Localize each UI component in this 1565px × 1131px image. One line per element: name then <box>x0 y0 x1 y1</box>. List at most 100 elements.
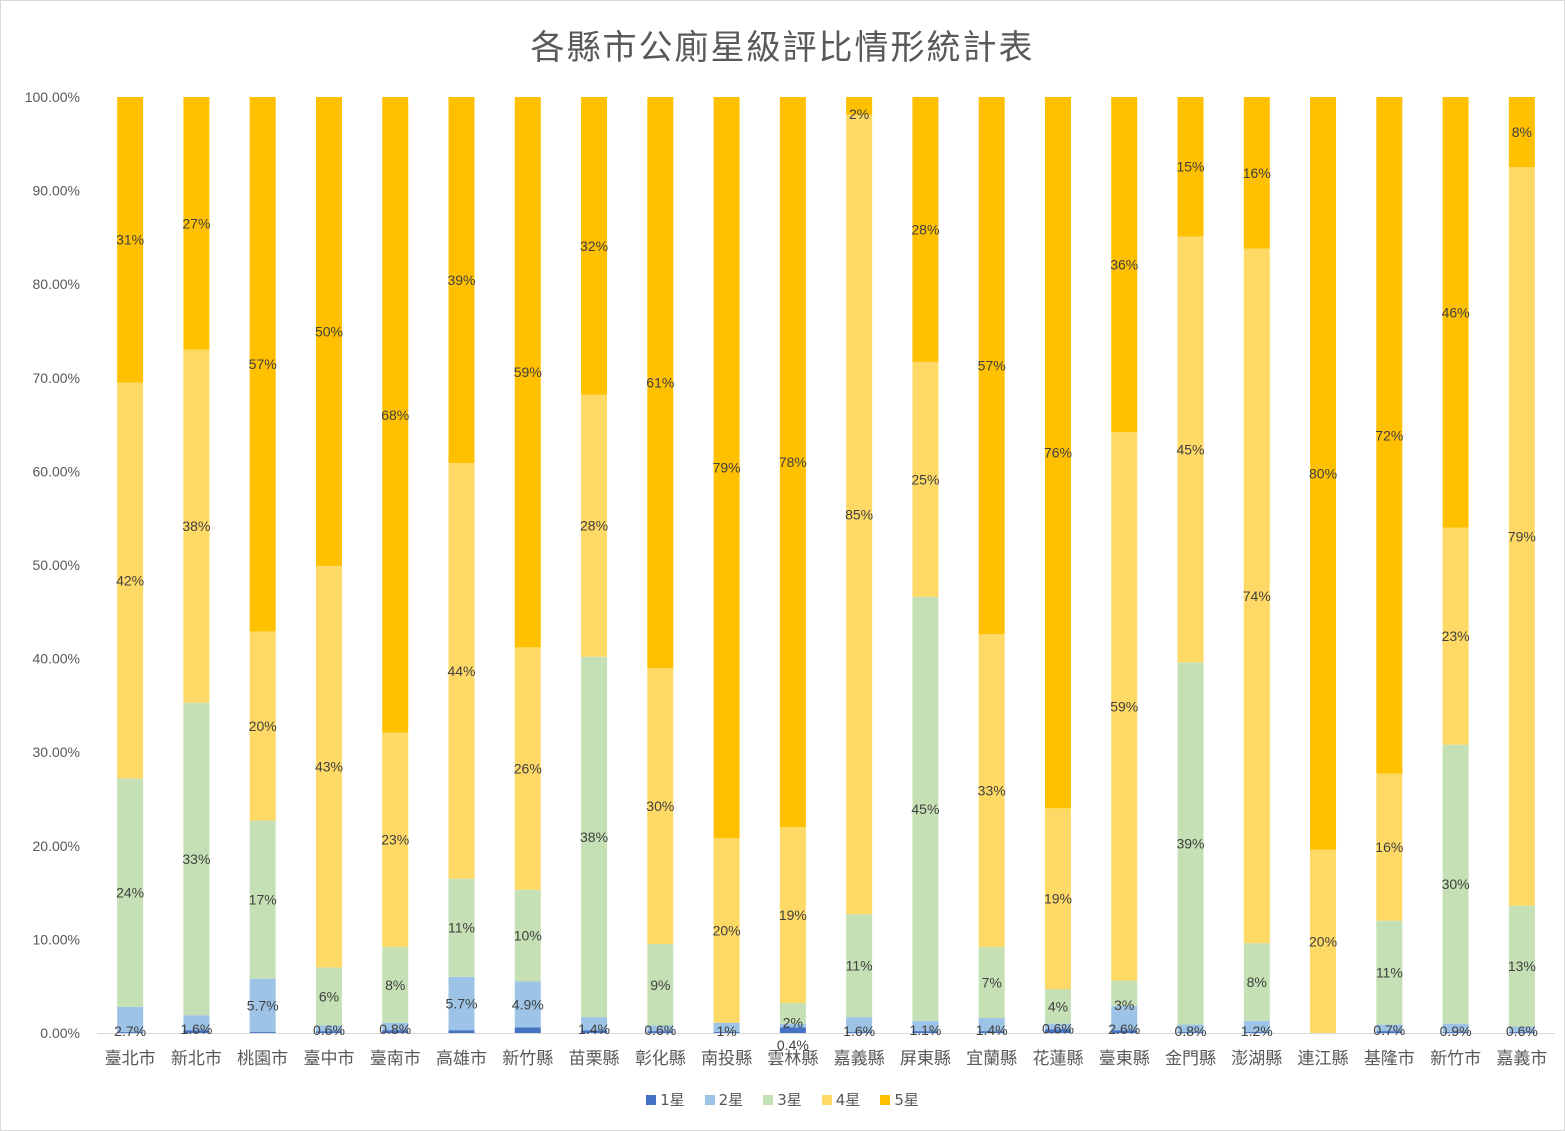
bar-segment <box>1376 1024 1403 1032</box>
bar-segment <box>713 838 740 1023</box>
bar-segment <box>448 462 475 879</box>
bar-segment <box>647 1025 674 1032</box>
bar-segment <box>1508 1026 1535 1033</box>
bar-segment <box>978 1018 1005 1032</box>
bar-segment <box>382 732 409 947</box>
bar-segment <box>448 1030 475 1033</box>
bar-segment <box>581 394 608 657</box>
category-label: 新竹縣 <box>502 1049 553 1069</box>
bar-segment <box>846 1032 873 1033</box>
bar-segment <box>1177 236 1204 663</box>
data-label: 0.8% <box>379 1021 411 1037</box>
data-label: 4% <box>1048 998 1068 1014</box>
bar-segment <box>1243 1020 1270 1033</box>
bar-segment <box>1044 97 1071 809</box>
legend-swatch <box>704 1094 715 1105</box>
bar-segment <box>249 820 276 979</box>
data-label: 79% <box>1508 528 1536 544</box>
bar-segment <box>581 656 608 1018</box>
bar-segment <box>1243 1032 1270 1033</box>
data-label: 1.2% <box>1241 1023 1273 1039</box>
data-label: 8% <box>1247 974 1267 990</box>
data-label: 0.9% <box>1440 1023 1472 1039</box>
category-label: 雲林縣 <box>767 1049 818 1069</box>
data-label: 8% <box>385 977 405 993</box>
data-label: 39% <box>447 272 475 288</box>
bar-segment <box>779 1023 806 1028</box>
y-tick-label: 30.00% <box>33 744 80 760</box>
category-label: 苗栗縣 <box>569 1049 620 1069</box>
y-tick-label: 100.00% <box>25 89 80 105</box>
data-label: 28% <box>580 518 608 534</box>
bar-segment <box>514 889 541 982</box>
data-label: 20% <box>1309 933 1337 949</box>
bar-segment <box>117 1032 144 1033</box>
bar-segment <box>1177 1024 1204 1033</box>
data-label: 36% <box>1110 257 1138 273</box>
bar-segment <box>912 97 939 362</box>
bar-segment <box>117 1006 144 1033</box>
bar-segment <box>1442 1032 1469 1033</box>
data-label: 1% <box>716 1023 736 1039</box>
data-label: 2% <box>849 106 869 122</box>
legend-item: 5星 <box>880 1089 919 1110</box>
data-label: 9% <box>650 977 670 993</box>
category-label: 南投縣 <box>701 1049 752 1069</box>
bar-segment <box>1243 943 1270 1021</box>
bar-segment <box>117 97 144 383</box>
category-label: 新北市 <box>171 1049 222 1069</box>
y-tick-label: 10.00% <box>33 931 80 947</box>
bar-segment <box>514 97 541 648</box>
legend-label: 5星 <box>894 1091 919 1109</box>
data-label: 44% <box>447 663 475 679</box>
data-label: 6% <box>319 988 339 1004</box>
category-label: 高雄市 <box>436 1049 487 1069</box>
data-label: 15% <box>1176 159 1204 175</box>
bar-segment <box>1376 773 1403 921</box>
chart-legend: 1星 2星 3星 4星 5星 <box>0 1089 1565 1110</box>
bar-segment <box>647 944 674 1026</box>
data-label: 46% <box>1442 304 1470 320</box>
data-label: 72% <box>1375 427 1403 443</box>
bar-segment <box>978 97 1005 635</box>
legend-swatch <box>821 1094 832 1105</box>
data-label: 42% <box>116 572 144 588</box>
bar-segment <box>912 596 939 1021</box>
legend-item: 3星 <box>763 1089 802 1110</box>
bar-segment <box>382 97 409 733</box>
data-label: 32% <box>580 238 608 254</box>
data-label: 20% <box>713 923 741 939</box>
bar-segment <box>249 1032 276 1033</box>
bar-segment <box>183 702 210 1016</box>
data-label: 2.6% <box>1108 1021 1140 1037</box>
data-label: 68% <box>381 407 409 423</box>
data-label: 1.6% <box>843 1023 875 1039</box>
y-tick-label: 0.00% <box>40 1025 80 1041</box>
data-label: 2.7% <box>114 1023 146 1039</box>
bar-segment <box>1243 97 1270 249</box>
data-label: 0.4% <box>777 1037 809 1053</box>
bar-segment <box>1508 1032 1535 1033</box>
data-label: 59% <box>1110 698 1138 714</box>
bar-segment <box>912 1020 939 1032</box>
data-label: 80% <box>1309 465 1337 481</box>
y-tick-label: 20.00% <box>33 838 80 854</box>
data-label: 5.7% <box>247 997 279 1013</box>
category-label: 桃園市 <box>237 1049 288 1069</box>
bar-segment <box>779 1027 806 1033</box>
bar-segment <box>1310 849 1337 1033</box>
data-label: 27% <box>182 215 210 231</box>
data-label: 43% <box>315 759 343 775</box>
data-label: 11% <box>1376 965 1403 981</box>
data-label: 0.6% <box>1506 1023 1538 1039</box>
legend-label: 2星 <box>718 1091 744 1109</box>
y-tick-label: 60.00% <box>33 463 80 479</box>
bar-segment <box>846 97 873 115</box>
bar-segment <box>1044 1023 1071 1030</box>
bar-segment <box>1243 248 1270 944</box>
bar-segment <box>846 1017 873 1033</box>
data-label: 13% <box>1508 958 1536 974</box>
bar-segment <box>779 97 806 828</box>
bar-segment <box>978 634 1005 947</box>
bar-segment <box>1508 905 1535 1027</box>
